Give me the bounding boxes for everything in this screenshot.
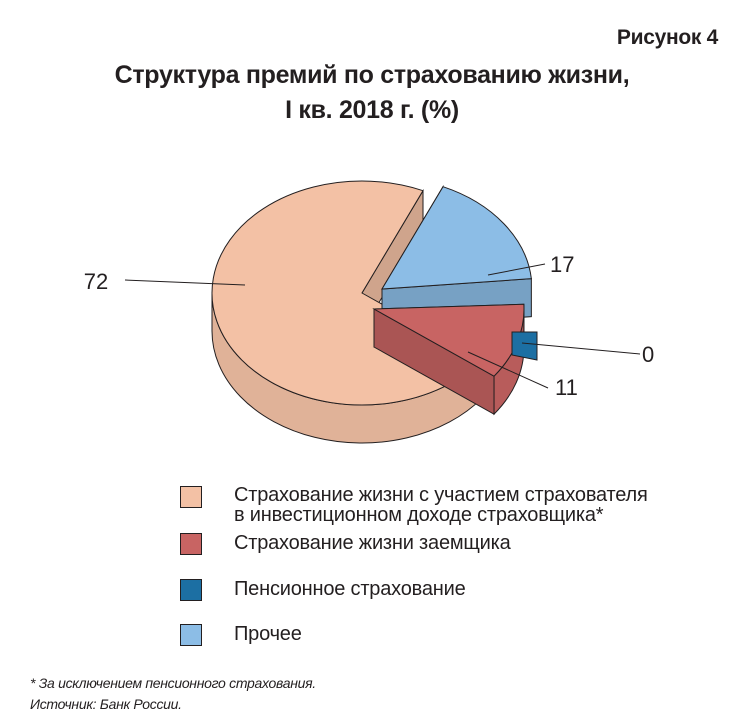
data-label-borrower-life: 11 bbox=[555, 375, 578, 400]
footnotes: * За исключением пенсионного страхования… bbox=[30, 673, 316, 715]
data-label-other: 17 bbox=[550, 252, 574, 277]
leader-line-pension bbox=[521, 342, 641, 355]
figure-label: Рисунок 4 bbox=[616, 26, 718, 49]
chart-title-line-1: Структура премий по страхованию жизни, bbox=[114, 61, 630, 89]
footnote-note: * За исключением пенсионного страхования… bbox=[30, 675, 316, 691]
legend-label-investment-life-line-1: Страхование жизни с участием страховател… bbox=[234, 484, 648, 506]
legend-label-investment-life-line-2: в инвестиционном доходе страховщика* bbox=[234, 504, 604, 526]
footnote-source: Источник: Банк России. bbox=[30, 696, 182, 712]
leader-line-investment-life bbox=[124, 279, 246, 286]
data-label-pension: 0 bbox=[642, 342, 654, 367]
pie-slice-pension bbox=[511, 331, 538, 361]
legend-label-borrower-life: Страхование жизни заемщика bbox=[234, 532, 511, 554]
legend-label-pension: Пенсионное страхование bbox=[234, 578, 466, 600]
leader-line-other bbox=[487, 263, 546, 276]
legend-label-other: Прочее bbox=[234, 623, 302, 645]
chart-title-line-2: I кв. 2018 г. (%) bbox=[285, 96, 459, 124]
leader-lines bbox=[124, 263, 641, 389]
chart-title: Структура премий по страхованию жизни, I… bbox=[0, 58, 732, 128]
data-labels: 72 17 0 11 bbox=[84, 252, 654, 400]
pie-slices bbox=[211, 180, 538, 444]
legend-swatch-borrower-life bbox=[180, 533, 202, 555]
leader-line-borrower-life bbox=[467, 351, 549, 389]
legend-swatch-other bbox=[180, 624, 202, 646]
legend-swatch-investment-life bbox=[180, 486, 202, 508]
data-label-investment-life: 72 bbox=[84, 269, 108, 294]
legend-swatch-pension bbox=[180, 579, 202, 601]
pie-slice-borrower-life bbox=[372, 303, 525, 416]
